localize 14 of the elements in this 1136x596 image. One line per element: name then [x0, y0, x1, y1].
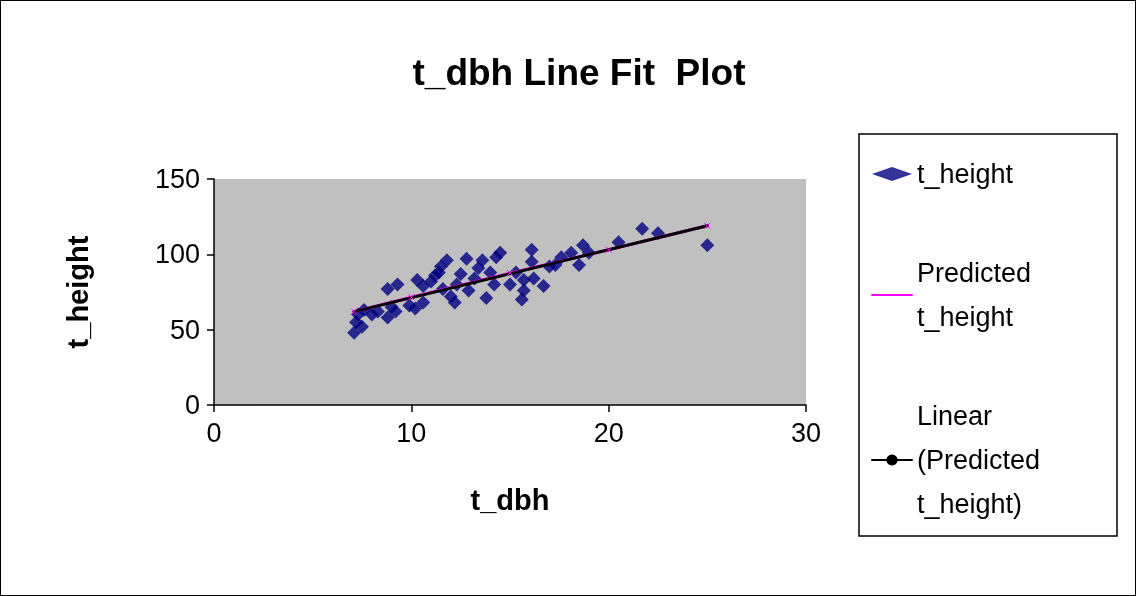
- y-tick-label: 150: [154, 164, 200, 194]
- x-tick-label: 0: [206, 417, 222, 448]
- x-tick-label: 30: [790, 417, 822, 448]
- y-tick-label: 0: [184, 390, 200, 420]
- legend-label: t_height: [917, 159, 1014, 189]
- x-tick-label: 20: [593, 417, 624, 448]
- legend-label: Linear (Predicted t_height): [917, 401, 1048, 519]
- x-axis-title: t_dbh: [470, 483, 550, 516]
- y-axis-title: t_height: [61, 235, 94, 349]
- y-tick-label: 50: [169, 314, 200, 345]
- legend-label: Predicted t_height: [917, 258, 1039, 332]
- chart-title: t_dbh Line Fit Plot: [412, 52, 746, 93]
- y-tick-label: 100: [154, 239, 200, 270]
- x-tick-label: 10: [396, 417, 427, 448]
